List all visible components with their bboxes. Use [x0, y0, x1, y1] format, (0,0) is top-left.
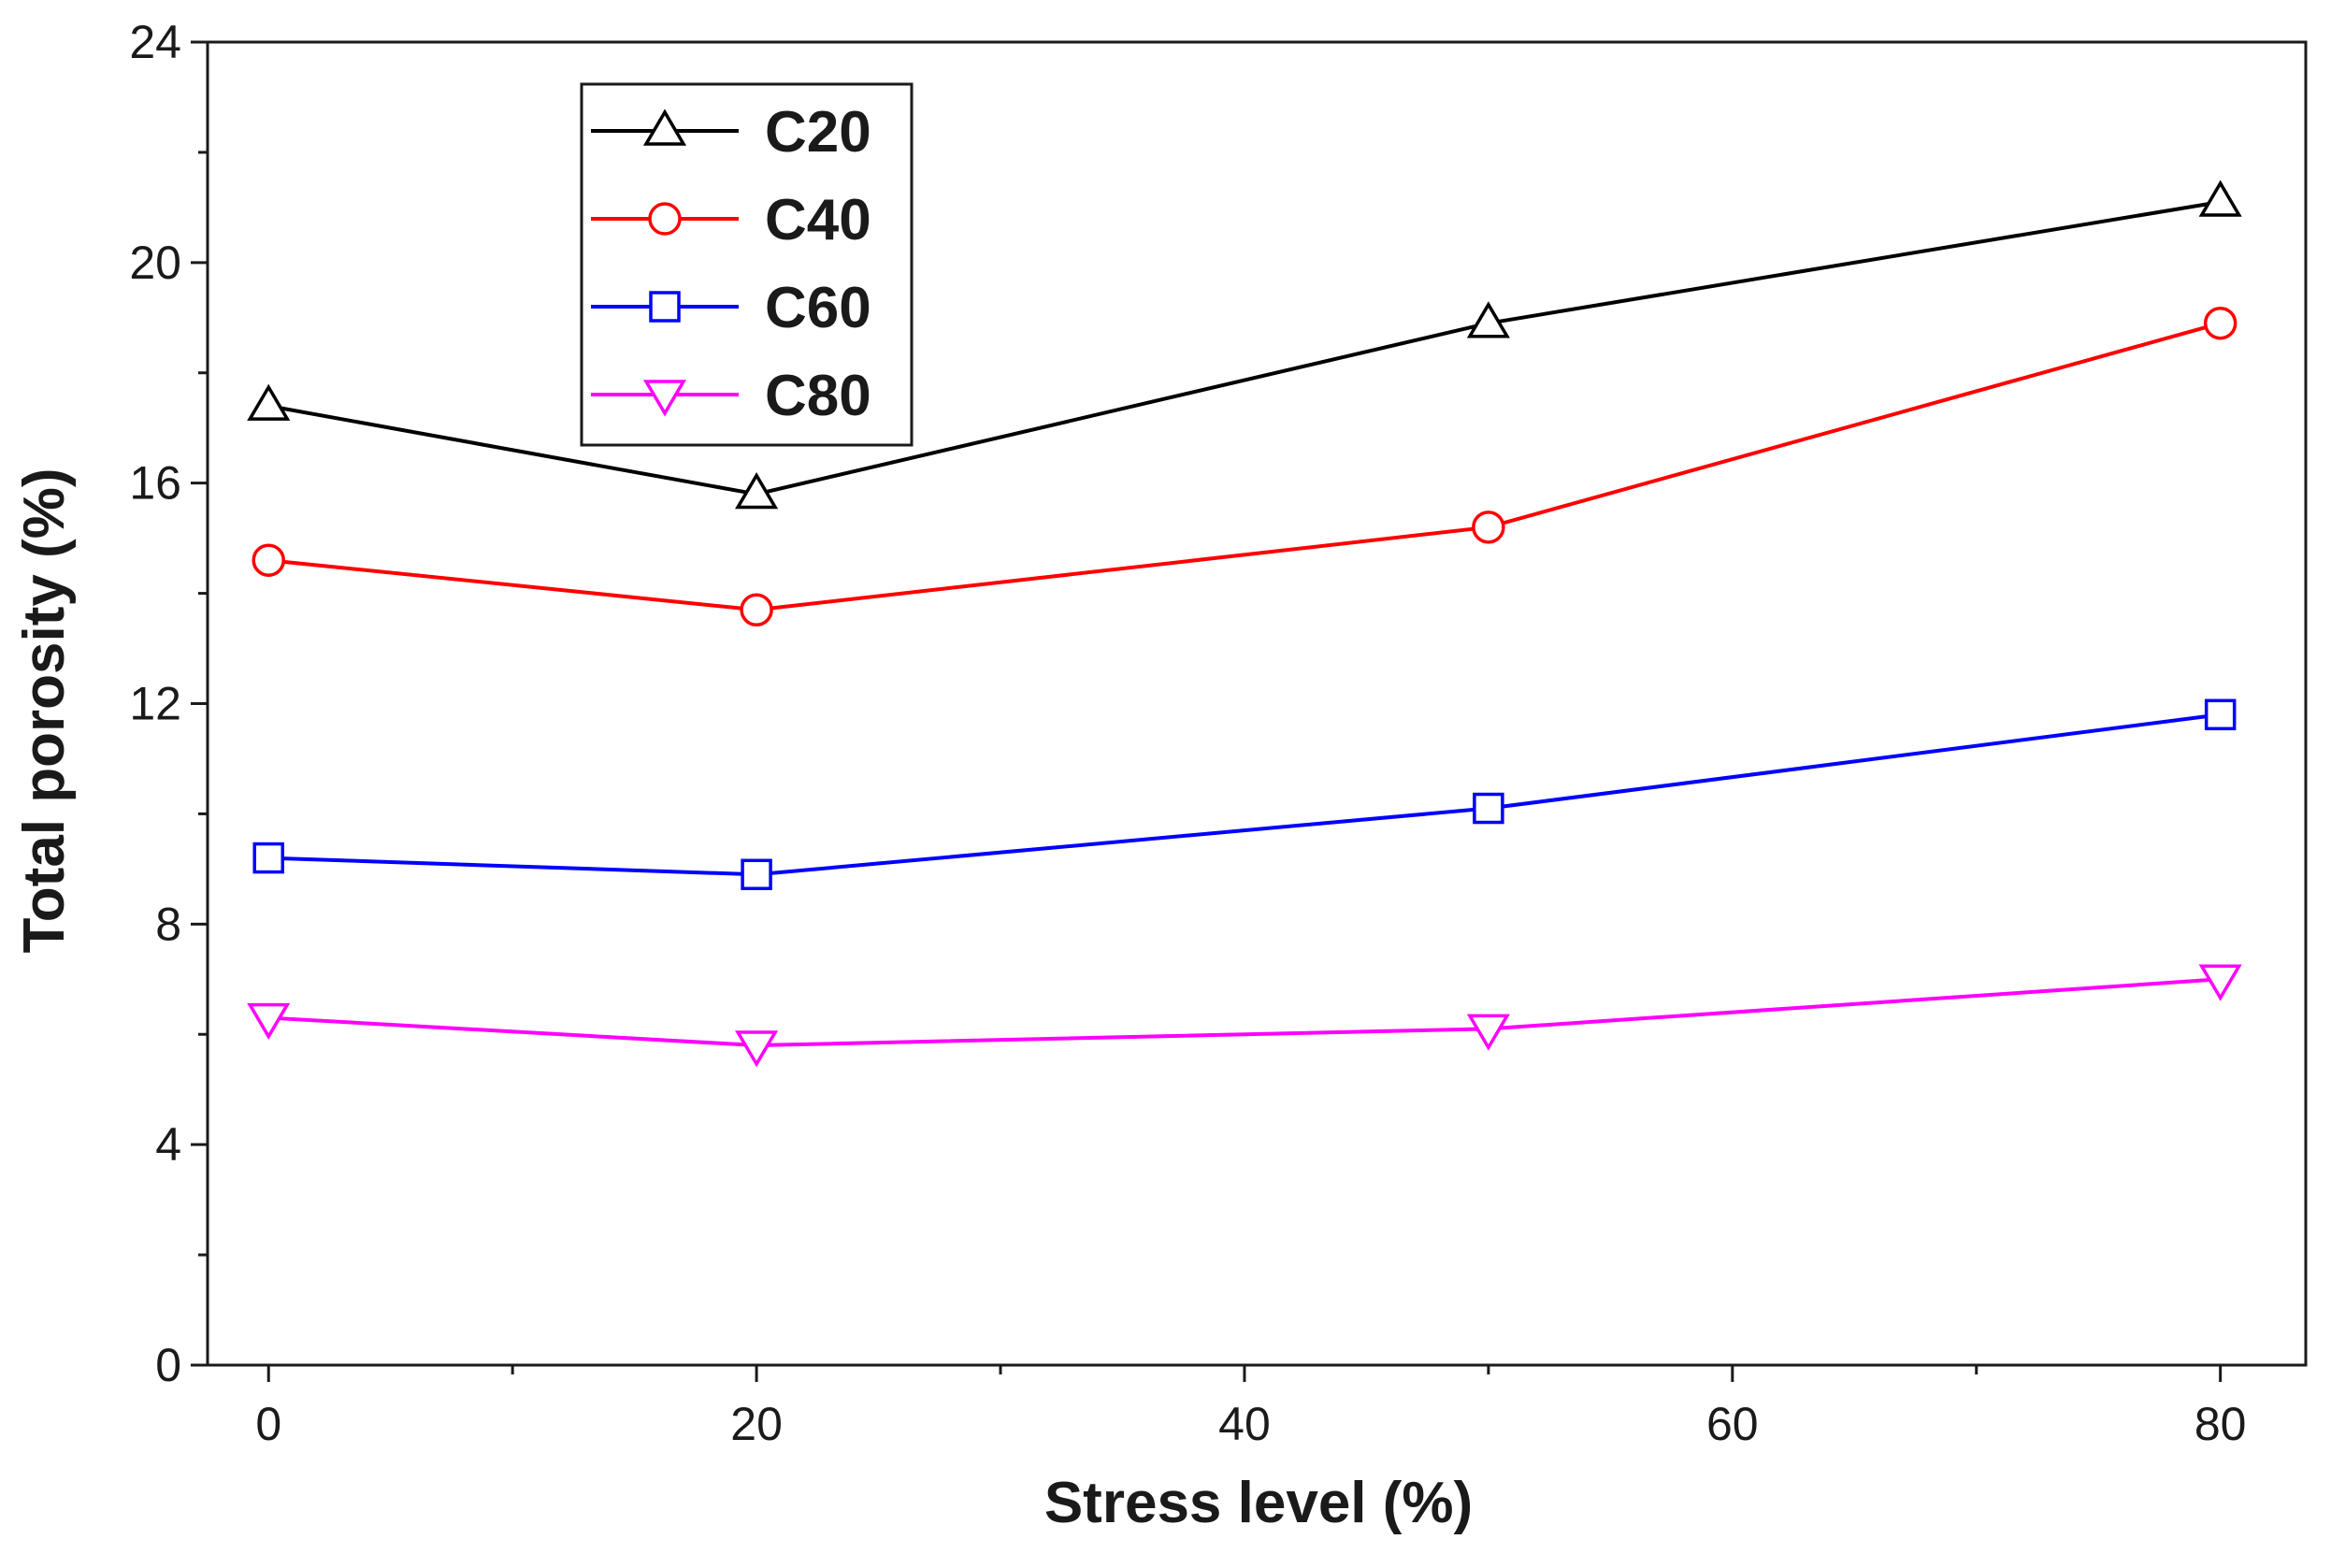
x-tick-label: 0: [255, 1398, 281, 1450]
y-tick-label: 20: [129, 237, 181, 289]
series-line-c40: [268, 321, 2222, 612]
legend-marker-c60: [649, 291, 681, 323]
series-layer: [247, 180, 2242, 1068]
data-point-c60: [252, 842, 284, 874]
y-tick-label: 16: [129, 457, 181, 510]
x-axis-title: Stress level (%): [1044, 1471, 1473, 1535]
data-point-c60: [741, 858, 772, 891]
data-point-c80: [735, 1030, 779, 1068]
legend-marker-c80: [642, 380, 687, 417]
series-c40: [252, 306, 2237, 627]
data-point-c80: [247, 1002, 291, 1041]
legend-label-c80: C80: [765, 364, 871, 428]
data-point-c20: [1466, 301, 1510, 338]
data-point-c20: [2198, 180, 2242, 217]
data-point-c60: [2204, 698, 2237, 731]
series-c60: [252, 698, 2237, 891]
legend-marker-c40: [648, 202, 682, 236]
data-point-c60: [1473, 792, 1504, 825]
y-tick-label: 4: [155, 1118, 181, 1171]
data-point-c40: [1472, 511, 1505, 544]
data-point-c80: [2198, 964, 2242, 1001]
x-tick-label: 80: [2194, 1398, 2247, 1450]
series-line-c20: [267, 200, 2222, 496]
y-tick-label: 24: [129, 16, 181, 68]
data-point-c40: [740, 593, 773, 627]
y-tick-label: 0: [155, 1339, 181, 1391]
x-tick-label: 20: [730, 1398, 783, 1450]
series-line-c80: [268, 977, 2221, 1048]
x-tick-label: 40: [1218, 1398, 1271, 1450]
legend-box: [580, 82, 914, 447]
x-tick-label: 60: [1706, 1398, 1759, 1450]
data-point-c40: [252, 543, 285, 577]
series-line-c60: [268, 712, 2221, 877]
axes: 0 20 40 60 80 0 4 8 12 16 20 24: [129, 16, 2308, 1450]
legend-label-c60: C60: [765, 276, 871, 340]
legend-label-c20: C20: [765, 100, 871, 165]
data-point-c20: [247, 383, 291, 421]
data-point-c20: [735, 472, 779, 510]
y-axis-title: Total porosity (%): [12, 468, 77, 954]
y-tick-label: 12: [129, 678, 181, 730]
legend-marker-c20: [642, 108, 687, 146]
series-c20: [247, 180, 2242, 510]
data-point-c80: [1466, 1014, 1510, 1051]
legend: C20 C40 C60 C80: [580, 82, 914, 447]
legend-label-c40: C40: [765, 188, 871, 252]
series-c80: [247, 964, 2242, 1068]
y-tick-label: 8: [155, 898, 181, 950]
data-point-c40: [2203, 306, 2237, 340]
